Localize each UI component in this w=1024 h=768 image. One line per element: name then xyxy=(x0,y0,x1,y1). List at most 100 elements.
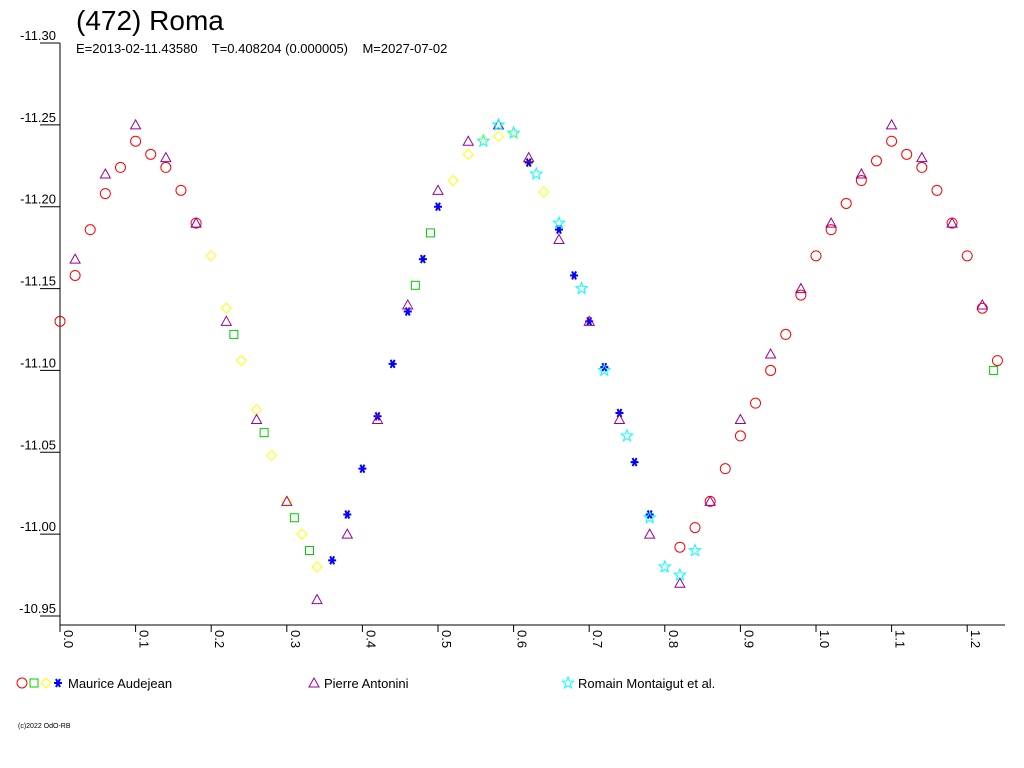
y-tick-label: -11.30 xyxy=(20,28,56,43)
data-point xyxy=(69,269,81,281)
data-point xyxy=(289,513,299,523)
data-point xyxy=(825,224,837,236)
data-point xyxy=(553,233,565,244)
data-point xyxy=(425,228,435,238)
data-point xyxy=(205,250,217,262)
data-point xyxy=(672,567,687,582)
y-tick-label: -11.20 xyxy=(20,192,56,207)
data-point xyxy=(886,135,898,147)
data-point xyxy=(734,430,746,442)
data-point xyxy=(114,161,126,173)
legend-marker xyxy=(40,677,52,689)
data-point xyxy=(434,202,442,212)
y-tick-label: -11.05 xyxy=(20,437,56,452)
data-point xyxy=(855,175,867,187)
data-point xyxy=(328,555,337,565)
data-point xyxy=(961,250,973,262)
data-point xyxy=(704,495,717,506)
legend-label: Pierre Antonini xyxy=(324,676,409,691)
data-point xyxy=(574,281,589,295)
data-point xyxy=(619,428,635,442)
x-tick-label: 1.0 xyxy=(817,630,832,648)
data-point xyxy=(643,528,656,539)
data-point xyxy=(311,561,323,573)
data-point xyxy=(657,559,672,573)
data-point xyxy=(765,364,777,376)
data-point xyxy=(99,188,111,200)
data-point xyxy=(551,215,567,230)
data-point xyxy=(825,217,837,228)
data-point xyxy=(259,428,269,438)
data-point xyxy=(491,117,506,131)
data-point xyxy=(840,197,852,209)
x-tick-label: 1.2 xyxy=(968,630,983,648)
x-tick-label: 0.5 xyxy=(439,630,454,648)
data-point xyxy=(810,250,822,262)
data-point xyxy=(462,135,475,146)
data-point xyxy=(524,158,533,167)
legend-entry: Maurice Audejean xyxy=(16,676,172,691)
data-point xyxy=(780,328,792,340)
data-point xyxy=(477,133,490,146)
data-point xyxy=(410,280,420,290)
data-point xyxy=(54,315,66,327)
data-point xyxy=(615,408,624,418)
x-tick-label: 0.4 xyxy=(363,630,378,648)
data-point xyxy=(689,522,701,534)
point-set xyxy=(229,228,999,556)
data-point xyxy=(220,302,233,314)
y-tick-label: -11.15 xyxy=(20,274,56,289)
y-tick-label: -11.00 xyxy=(20,519,56,534)
data-point xyxy=(311,593,323,605)
copyright: (c)2022 OdO-RB xyxy=(18,723,71,730)
legend-marker xyxy=(308,676,320,688)
data-point xyxy=(373,411,382,421)
data-point xyxy=(371,413,384,425)
data-point xyxy=(931,184,943,196)
y-tick-label: -11.10 xyxy=(20,355,56,370)
x-tick-label: 0.7 xyxy=(590,630,605,648)
data-point xyxy=(613,413,626,425)
data-point xyxy=(235,354,248,367)
legend-marker xyxy=(560,675,576,690)
data-point xyxy=(84,224,96,236)
data-point xyxy=(281,495,293,508)
data-point xyxy=(750,397,762,409)
data-point xyxy=(129,118,142,130)
data-point xyxy=(190,217,202,228)
point-set xyxy=(476,117,703,582)
data-point xyxy=(991,355,1003,367)
data-point xyxy=(885,118,898,130)
x-tick-label: 0.0 xyxy=(61,630,76,648)
data-point xyxy=(645,510,654,519)
data-point xyxy=(358,464,367,474)
data-point xyxy=(642,510,657,524)
data-point xyxy=(492,130,505,143)
data-point xyxy=(523,156,535,169)
legend-entry: Pierre Antonini xyxy=(308,676,409,691)
chart-subtitle: E=2013-02-11.43580 T=0.408204 (0.000005)… xyxy=(76,41,447,56)
data-point xyxy=(795,282,807,294)
data-point xyxy=(600,362,609,372)
x-tick-label: 0.9 xyxy=(741,630,756,648)
y-tick-label: -10.95 xyxy=(19,601,56,616)
data-point xyxy=(870,155,882,167)
data-point xyxy=(522,151,535,163)
data-point xyxy=(976,298,989,310)
legend-label: Maurice Audejean xyxy=(68,676,172,691)
data-point xyxy=(529,166,544,180)
data-point xyxy=(795,289,807,301)
legend-marker xyxy=(16,677,28,689)
x-tick-label: 1.1 xyxy=(893,630,908,648)
data-point xyxy=(597,362,612,377)
data-point xyxy=(506,125,521,140)
chart-title: (472) Roma xyxy=(76,5,224,36)
data-point xyxy=(764,348,777,359)
data-point xyxy=(583,315,596,326)
data-point xyxy=(432,184,444,195)
data-point xyxy=(229,329,239,339)
data-point xyxy=(687,543,703,557)
y-tick-label: -11.25 xyxy=(20,110,56,125)
data-point xyxy=(462,148,474,161)
